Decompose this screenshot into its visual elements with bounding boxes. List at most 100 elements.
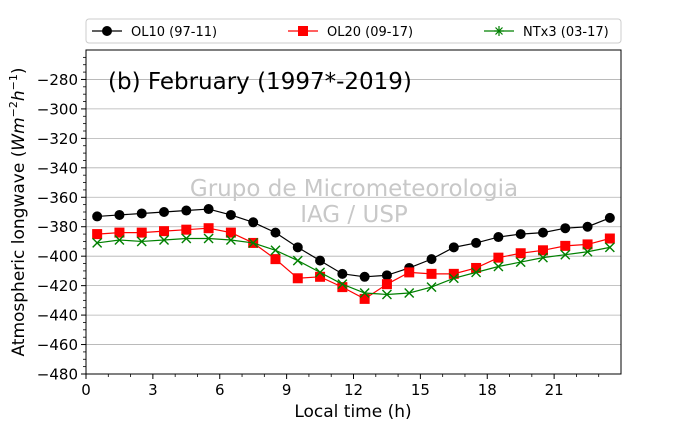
point-x-stroke: [404, 288, 415, 298]
point-x: [248, 237, 259, 248]
series-2: [92, 223, 615, 304]
y-tick-label: −300: [37, 100, 78, 118]
y-tick-label: −280: [37, 71, 78, 89]
x-tick-label: 21: [545, 381, 564, 399]
point-circle: [225, 209, 236, 220]
series-layer: [92, 204, 615, 304]
point-star-stroke: [495, 27, 503, 35]
point-circle: [181, 205, 192, 216]
x-tick-label: 12: [344, 381, 363, 399]
y-axis-label-main: Atmospheric longwave (: [9, 151, 29, 357]
point-x: [315, 267, 326, 278]
legend-item-2: OL20 (09-17): [288, 25, 413, 40]
point-square: [359, 293, 370, 304]
point-circle: [315, 255, 326, 266]
point-x-stroke: [248, 237, 259, 248]
y-axis-label-close: ): [9, 67, 29, 74]
legend-label: NTx3 (03-17): [523, 25, 609, 40]
y-tick-label: −440: [37, 307, 78, 325]
point-x-stroke: [493, 261, 504, 272]
point-x-stroke: [315, 267, 326, 278]
legend-label: OL20 (09-17): [327, 25, 413, 40]
point-circle: [159, 207, 170, 217]
point-x-stroke: [582, 246, 593, 257]
y-axis-label: Atmospheric longwave (Wm−2h−1): [7, 67, 29, 356]
legend-box: [85, 18, 622, 44]
point-square: [537, 245, 548, 256]
point-x-stroke: [136, 236, 147, 247]
point-x-stroke: [515, 257, 526, 268]
y-axis-label-unit-h: h: [9, 90, 29, 101]
watermark-layer: Grupo de Micrometeorologia IAG / USP: [190, 176, 518, 228]
point-x: [515, 257, 526, 268]
point-x: [136, 236, 147, 247]
y-axis-label-exp-2: −1: [7, 74, 20, 90]
y-axis-label-unit-w: Wm: [9, 117, 29, 150]
point-square: [181, 224, 192, 235]
point-x: [604, 242, 615, 253]
point-x-stroke: [225, 234, 236, 245]
series-line: [97, 237, 610, 296]
point-x: [337, 279, 348, 290]
y-tick-label: −360: [37, 189, 78, 207]
point-x-stroke: [359, 288, 370, 298]
point-square: [337, 282, 348, 293]
y-tick-label: −340: [37, 159, 78, 177]
point-circle: [136, 208, 147, 219]
point-square: [203, 223, 214, 234]
point-x: [114, 234, 125, 245]
point-x-stroke: [181, 233, 192, 244]
x-tick-label: 0: [81, 381, 91, 399]
point-circle: [248, 217, 259, 228]
point-circle: [426, 254, 437, 265]
point-square: [298, 26, 308, 36]
point-x: [225, 234, 236, 245]
point-circle: [515, 229, 526, 240]
point-circle: [337, 268, 348, 279]
point-square: [560, 240, 571, 251]
watermark-line-1: Grupo de Micrometeorologia: [190, 176, 518, 202]
point-x-stroke: [426, 282, 437, 293]
grid-layer: [86, 79, 621, 375]
point-x-stroke: [270, 245, 281, 256]
axis-layer: −480 −460 −440 −420 −400 −380 −360 −340 −320 −300…: [37, 56, 600, 399]
point-x: [381, 289, 392, 300]
series-3: [92, 233, 615, 300]
point-x: [203, 233, 214, 244]
legend: OL10 (97-11) OL20 (09-17) NTx3 (03-17): [85, 18, 622, 44]
point-square: [92, 229, 103, 240]
legend-item-3: NTx3 (03-17): [484, 25, 609, 40]
point-x-stroke: [114, 234, 125, 245]
point-circle: [381, 270, 392, 281]
chart-title: (b) February (1997*-2019): [108, 69, 412, 95]
x-tick-label: 18: [478, 381, 497, 399]
point-square: [136, 227, 147, 238]
point-square: [114, 227, 125, 238]
y-tick-label: −420: [37, 277, 78, 295]
legend-item-1: OL10 (97-11): [92, 25, 217, 40]
x-tick-label: 15: [411, 381, 430, 399]
y-tick-label: −400: [37, 248, 78, 266]
point-circle: [102, 26, 112, 36]
point-x-stroke: [537, 252, 548, 263]
point-x: [582, 246, 593, 257]
legend-label: OL10 (97-11): [131, 25, 217, 40]
watermark-line-2: IAG / USP: [300, 202, 408, 228]
point-square: [582, 239, 593, 250]
x-axis-label: Local time (h): [294, 402, 411, 420]
point-x-stroke: [159, 234, 170, 245]
point-square: [225, 227, 236, 238]
point-x: [560, 249, 571, 260]
y-tick-label: −320: [37, 130, 78, 148]
point-x: [426, 282, 437, 293]
point-x: [448, 273, 459, 284]
point-square: [404, 267, 415, 278]
point-square: [292, 273, 303, 284]
point-circle: [203, 204, 214, 215]
point-x: [181, 233, 192, 244]
point-circle: [537, 227, 548, 238]
point-circle: [114, 209, 125, 220]
point-x-stroke: [604, 242, 615, 253]
point-circle: [471, 237, 482, 248]
